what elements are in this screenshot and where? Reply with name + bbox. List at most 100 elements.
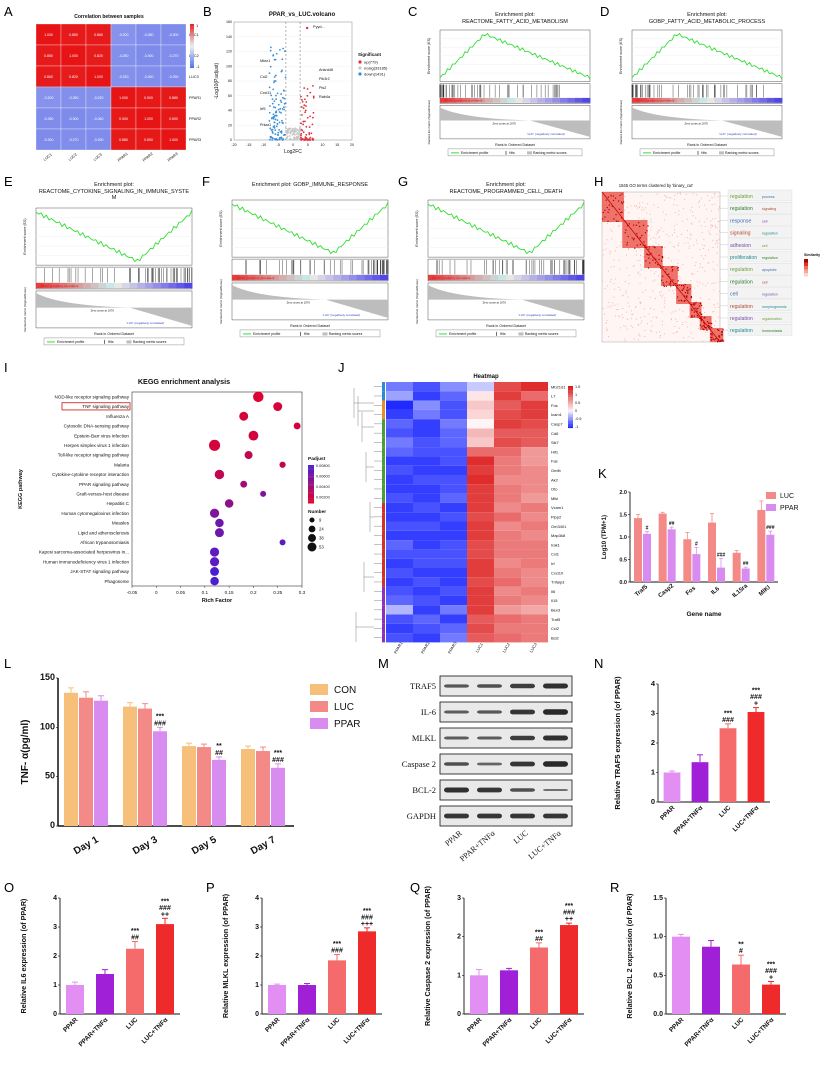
go-cluster-dot	[699, 317, 702, 319]
bar-y-tick-label: 1.5	[619, 513, 627, 519]
heatmap-cell	[467, 456, 494, 466]
go-cluster-dot	[633, 224, 635, 226]
gsea-color-strip	[482, 274, 491, 281]
go-cluster-dot	[665, 285, 668, 287]
heatmap-cell	[440, 577, 467, 587]
heatmap-cell	[386, 633, 413, 643]
go-noise	[610, 281, 612, 283]
go-noise	[699, 263, 701, 265]
heatmap-cell	[494, 456, 521, 466]
go-noise	[718, 306, 720, 308]
kegg-padj-step	[308, 498, 314, 501]
heatmap-cell	[467, 400, 494, 410]
go-cluster-dot	[658, 254, 660, 256]
go-noise	[708, 232, 710, 234]
go-noise	[687, 317, 689, 319]
go-cluster-dot	[622, 201, 625, 203]
go-cluster-dot	[696, 308, 698, 310]
go-cluster-dot	[707, 324, 709, 327]
go-word-secondary: signaling	[762, 207, 776, 211]
gsea-es-label: Enrichment score (ES)	[219, 210, 223, 246]
bar-category-label: Traf5	[634, 584, 649, 598]
go-cluster-dot	[690, 296, 693, 299]
panel-e-gsea: Enrichment plot: REACTOME_CYTOKINE_SIGNAL…	[16, 178, 202, 346]
go-cluster-dot	[699, 302, 701, 304]
go-noise	[659, 230, 661, 232]
volcano-point	[282, 47, 284, 50]
heatmap-cell	[413, 502, 440, 513]
heatmap-cell	[494, 391, 521, 401]
panel-k-bar: 0.0 0.5 1.0 1.5 2.0 Log10 (TPM+1) # Traf5 ## Casp…	[596, 470, 822, 620]
go-cluster-dot	[700, 318, 702, 320]
go-noise	[690, 280, 692, 282]
go-noise	[638, 271, 640, 273]
bar-legend-swatch	[310, 701, 328, 712]
correlation-title: Correlation between samples	[74, 14, 144, 20]
go-noise	[640, 301, 642, 303]
go-cluster-dot	[621, 193, 623, 195]
heatmap-cell	[467, 475, 494, 485]
gsea-color-strip	[455, 97, 463, 103]
bar-value	[268, 985, 286, 1014]
bar-y-tick-label: 0	[53, 1011, 57, 1018]
volcano-point	[272, 106, 275, 108]
bar-y-tick-label: 2	[457, 934, 461, 941]
gsea-legend-rank	[322, 332, 328, 336]
go-cluster-dot	[665, 268, 667, 270]
volcano-point	[295, 135, 298, 138]
go-noise	[635, 250, 637, 252]
gsea-color-strip	[341, 274, 350, 281]
gsea-color-strip	[356, 274, 366, 281]
go-noise	[645, 289, 647, 291]
volcano-plot-svg: PPAR_vs_LUC.volcano-20 -15 -10 -5 0 5 10 15 2002…	[214, 12, 388, 155]
go-cluster-dot	[721, 340, 723, 342]
volcano-point	[281, 58, 284, 61]
volcano-point	[268, 111, 271, 114]
volcano-point	[287, 128, 290, 131]
heatmap-cell	[467, 623, 494, 634]
heatmap-gene-label: Il15	[551, 598, 558, 603]
kegg-point	[279, 461, 286, 468]
go-cluster-dot	[711, 334, 713, 336]
corr-value: 1.000	[144, 117, 153, 121]
heatmap-gene-label: Ccl2	[551, 626, 560, 631]
go-noise	[714, 203, 716, 205]
blot-band	[543, 788, 568, 792]
heatmap-cell	[467, 605, 494, 615]
go-noise	[676, 223, 678, 225]
volcano-gene-up: Rab4a	[319, 95, 331, 99]
go-noise	[713, 193, 715, 195]
corr-row-label: PPAR3	[189, 138, 201, 142]
kegg-pathway-label: Malaria	[114, 462, 130, 467]
go-cluster-dot	[684, 284, 686, 286]
volcano-point	[270, 117, 273, 120]
blot-band	[444, 787, 469, 793]
heatmap-cell	[386, 456, 413, 466]
gsea-title: Enrichment plot:	[94, 182, 134, 188]
kegg-padj-tick: 0.00200	[316, 496, 330, 500]
go-noise	[605, 322, 607, 324]
blot-band	[510, 813, 535, 819]
go-cluster-dot	[654, 246, 656, 249]
volcano-gene-down: Mksr1	[260, 59, 270, 63]
bar-y-tick-label: 0.0	[619, 580, 627, 586]
bar-significance: ***	[161, 898, 169, 905]
go-noise	[665, 195, 667, 197]
volcano-x-tick: -15	[246, 143, 251, 147]
go-cluster-dot	[618, 200, 620, 202]
heatmap-cell	[494, 633, 521, 643]
go-noise	[608, 301, 610, 303]
go-noise	[659, 334, 661, 336]
go-word-box	[727, 202, 793, 214]
go-cluster-dot	[655, 258, 657, 260]
volcano-legend-label: nosig(33185)	[364, 66, 388, 71]
blot-band	[444, 736, 469, 740]
go-cluster-dot	[700, 320, 703, 322]
bar-significance: ###	[331, 948, 343, 955]
go-word-primary: regulation	[730, 267, 753, 273]
heatmap-cell	[467, 437, 494, 448]
heatmap-cell	[467, 595, 494, 606]
volcano-point	[304, 111, 307, 114]
go-noise	[702, 307, 704, 309]
